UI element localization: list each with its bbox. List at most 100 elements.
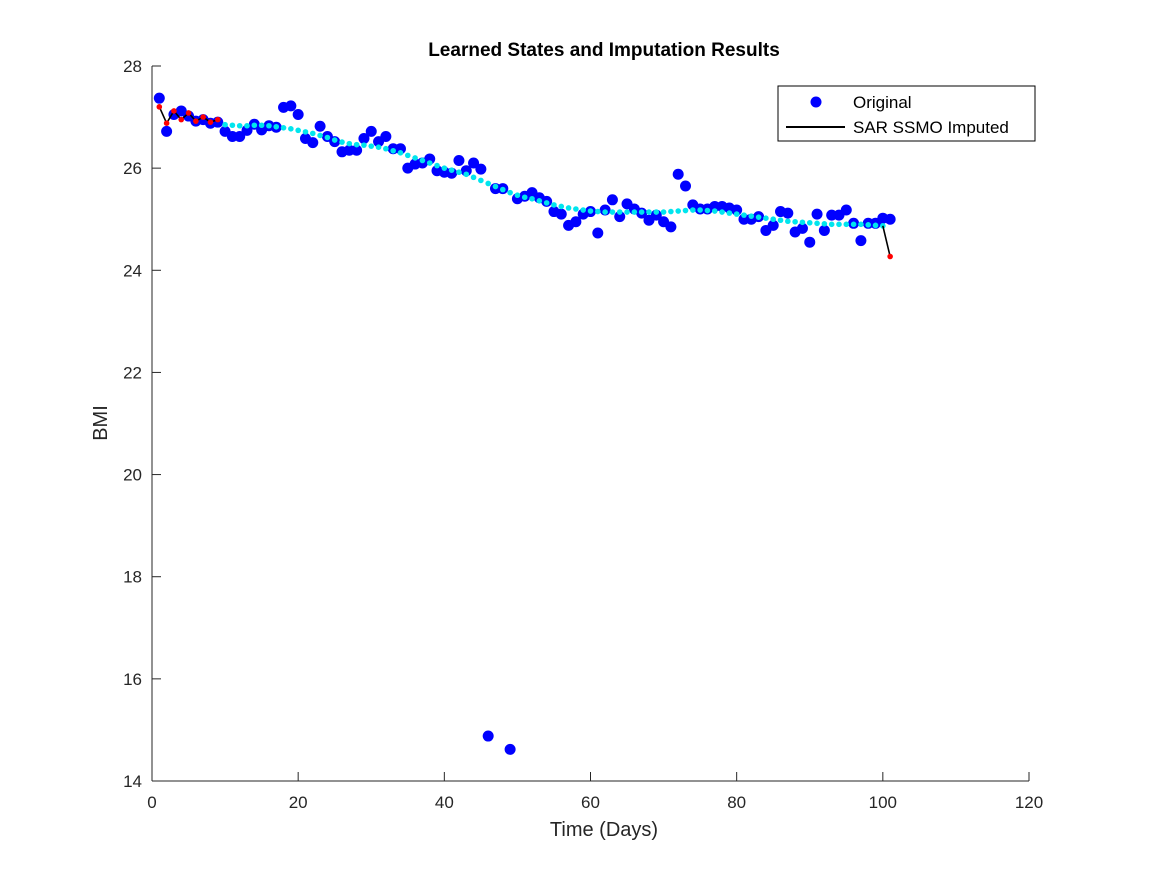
learned-state-point bbox=[872, 222, 879, 229]
original-point bbox=[731, 204, 743, 216]
learned-state-point bbox=[609, 209, 616, 215]
original-point bbox=[767, 219, 779, 231]
legend-marker-original bbox=[810, 96, 822, 108]
learned-state-point bbox=[668, 208, 674, 215]
original-point bbox=[358, 133, 370, 145]
original-point bbox=[460, 165, 472, 177]
chart-title: Learned States and Imputation Results bbox=[428, 40, 780, 61]
learned-state-point bbox=[814, 220, 820, 227]
learned-state-point bbox=[404, 152, 411, 159]
imputed-point bbox=[207, 119, 214, 125]
y-tick-label: 22 bbox=[123, 363, 142, 382]
x-axis-label: Time (Days) bbox=[550, 819, 658, 841]
learned-state-point bbox=[507, 189, 513, 196]
learned-state-point bbox=[229, 122, 236, 129]
y-tick-label: 14 bbox=[123, 772, 142, 791]
original-point bbox=[394, 143, 406, 155]
learned-state-point bbox=[324, 134, 331, 141]
learned-state-point bbox=[514, 192, 521, 199]
learned-state-point bbox=[777, 217, 784, 224]
learned-state-point bbox=[470, 174, 477, 181]
learned-state-point bbox=[828, 221, 835, 228]
learned-state-point bbox=[631, 209, 638, 215]
learned-state-point bbox=[843, 221, 850, 228]
imputed-point bbox=[185, 110, 192, 116]
learned-state-point bbox=[595, 208, 601, 215]
learned-state-point bbox=[529, 195, 535, 202]
learned-state-point bbox=[770, 216, 777, 223]
imputed-point bbox=[156, 104, 163, 110]
learned-state-point bbox=[339, 139, 345, 145]
learned-state-point bbox=[638, 209, 645, 215]
original-point bbox=[804, 236, 816, 248]
x-tick-label: 100 bbox=[869, 793, 897, 812]
learned-state-point bbox=[792, 218, 798, 225]
original-point bbox=[818, 224, 830, 236]
learned-state-point bbox=[646, 209, 652, 215]
original-point bbox=[606, 194, 618, 206]
learned-state-point bbox=[558, 203, 565, 210]
learned-state-point bbox=[280, 124, 287, 131]
imputed-point bbox=[171, 108, 177, 114]
original-point bbox=[504, 743, 516, 755]
original-point bbox=[555, 208, 567, 220]
learned-state-point bbox=[704, 207, 711, 214]
original-point bbox=[680, 180, 692, 192]
learned-state-point bbox=[573, 206, 579, 212]
original-point bbox=[365, 125, 377, 137]
learned-state-point bbox=[236, 122, 243, 129]
learned-state-point bbox=[419, 157, 426, 164]
original-point bbox=[855, 235, 867, 247]
learned-state-point bbox=[361, 142, 367, 148]
learned-state-point bbox=[865, 222, 872, 228]
original-point bbox=[314, 120, 326, 132]
learned-state-point bbox=[426, 160, 433, 166]
learned-state-point bbox=[536, 198, 543, 204]
x-tick-label: 40 bbox=[435, 793, 454, 812]
x-tick-label: 60 bbox=[581, 793, 600, 812]
learned-state-point bbox=[616, 209, 623, 215]
learned-state-point bbox=[799, 219, 806, 226]
original-point bbox=[482, 730, 494, 742]
learned-state-point bbox=[383, 145, 389, 152]
learned-state-point bbox=[266, 122, 272, 129]
original-point bbox=[840, 204, 852, 216]
learned-state-point bbox=[258, 122, 265, 129]
x-tick-label: 20 bbox=[289, 793, 308, 812]
learned-state-point bbox=[587, 208, 594, 214]
original-point bbox=[351, 144, 363, 156]
learned-state-point bbox=[390, 147, 396, 154]
original-point bbox=[453, 154, 465, 166]
learned-state-point bbox=[448, 167, 455, 173]
learned-state-point bbox=[785, 218, 791, 225]
y-tick-label: 16 bbox=[123, 670, 142, 689]
y-tick-label: 20 bbox=[123, 466, 142, 485]
original-point bbox=[570, 216, 582, 228]
original-point bbox=[234, 130, 246, 142]
legend-label-original: Original bbox=[853, 93, 912, 112]
original-point bbox=[468, 157, 480, 169]
learned-state-point bbox=[580, 207, 586, 213]
learned-state-point bbox=[521, 194, 528, 201]
learned-state-point bbox=[500, 186, 506, 193]
learned-state-point bbox=[309, 130, 316, 137]
original-point bbox=[475, 163, 487, 175]
learned-state-point bbox=[543, 200, 550, 206]
imputed-point bbox=[178, 116, 185, 123]
learned-state-point bbox=[733, 211, 740, 217]
original-point bbox=[307, 137, 319, 149]
learned-state-point bbox=[660, 209, 667, 215]
learned-state-point bbox=[624, 209, 630, 215]
y-tick-label: 24 bbox=[123, 261, 142, 280]
imputed-point bbox=[214, 116, 221, 123]
learned-state-point bbox=[755, 214, 762, 220]
data-marks bbox=[153, 92, 896, 755]
learned-state-point bbox=[412, 155, 418, 161]
learned-state-point bbox=[288, 126, 294, 132]
learned-state-point bbox=[690, 207, 696, 213]
x-tick-label: 120 bbox=[1015, 793, 1043, 812]
legend-label-imputed: SAR SSMO Imputed bbox=[853, 118, 1009, 137]
legend: Original SAR SSMO Imputed bbox=[777, 85, 1036, 142]
